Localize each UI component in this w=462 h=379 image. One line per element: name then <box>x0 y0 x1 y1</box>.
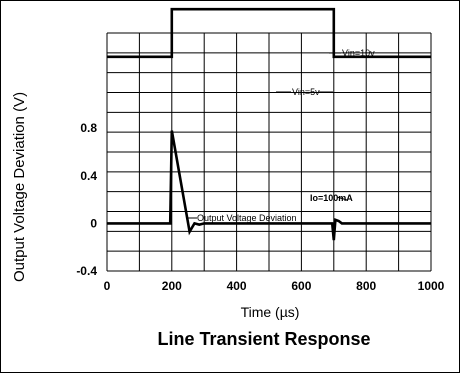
io-leader <box>336 196 348 201</box>
series-line-input-voltage <box>107 7 431 59</box>
y-tick-label: 0.4 <box>80 169 97 183</box>
y-axis-label: Output Voltage Deviation (V) <box>11 92 28 282</box>
x-tick-label: 200 <box>162 279 182 293</box>
series-group <box>107 7 431 241</box>
chart-frame: 0 200 400 600 800 1000 0.8 0.4 0 -0.4 Vin=10v Vin… <box>0 0 460 373</box>
x-tick-label: 800 <box>356 279 376 293</box>
chart-title: Line Transient Response <box>157 329 370 349</box>
y-tick-label: -0.4 <box>76 264 97 278</box>
annotation-vin-low: Vin=5v <box>292 87 320 97</box>
chart-svg: 0 200 400 600 800 1000 0.8 0.4 0 -0.4 Vin=10v Vin… <box>11 7 445 349</box>
series-line-output-voltage-deviation <box>107 130 431 241</box>
x-axis-label: Time (µs) <box>241 304 300 320</box>
x-tick-label: 600 <box>291 279 311 293</box>
grid <box>106 32 432 272</box>
annotation-io: Io=100mA <box>310 193 353 203</box>
y-tick-label: 0 <box>90 216 97 230</box>
x-tick-label: 400 <box>227 279 247 293</box>
tick-labels: 0 200 400 600 800 1000 0.8 0.4 0 -0.4 <box>76 121 444 293</box>
x-tick-label: 1000 <box>418 279 445 293</box>
annotation-vin-high: Vin=10v <box>342 48 375 58</box>
annotation-output: Output Voltage Deviation <box>197 213 297 223</box>
x-tick-label: 0 <box>104 279 111 293</box>
y-tick-label: 0.8 <box>80 121 97 135</box>
